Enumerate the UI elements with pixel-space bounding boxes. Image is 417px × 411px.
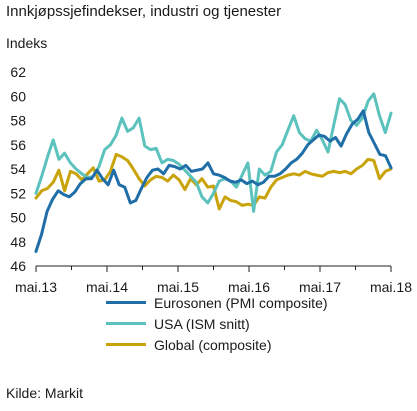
legend-label-eurosonen: Eurosonen (PMI composite) xyxy=(154,294,328,311)
legend-swatch-usa xyxy=(106,322,146,325)
y-tick-label: 46 xyxy=(10,258,26,274)
y-tick-labels: 46 48 50 52 54 56 58 60 62 xyxy=(10,64,26,274)
legend-label-global: Global (composite) xyxy=(154,336,272,353)
y-tick-label: 52 xyxy=(10,185,26,201)
x-tick-labels: mai.13 mai.14 mai.15 mai.16 mai.17 mai.18 xyxy=(15,279,412,295)
y-axis-label: Indeks xyxy=(6,35,47,51)
x-tick-label: mai.16 xyxy=(228,279,270,295)
y-tick-label: 48 xyxy=(10,234,26,250)
y-tick-label: 58 xyxy=(10,113,26,129)
series-line-eurosonen xyxy=(34,109,393,253)
x-tick-label: mai.13 xyxy=(15,279,57,295)
legend-item-global: Global (composite) xyxy=(106,334,328,355)
y-tick-label: 56 xyxy=(10,137,26,153)
series-lines xyxy=(34,92,393,253)
x-tick-label: mai.15 xyxy=(157,279,199,295)
x-tick-label: mai.17 xyxy=(299,279,341,295)
y-tick-label: 60 xyxy=(10,88,26,104)
legend-swatch-global xyxy=(106,343,146,346)
y-tick-label: 62 xyxy=(10,64,26,80)
y-tick-label: 54 xyxy=(10,161,26,177)
y-tick-label: 50 xyxy=(10,210,26,226)
legend-item-usa: USA (ISM snitt) xyxy=(106,313,328,334)
chart-title: Innkjøpssjefindekser, industri og tjenes… xyxy=(6,3,282,20)
legend-item-eurosonen: Eurosonen (PMI composite) xyxy=(106,292,328,313)
legend: Eurosonen (PMI composite) USA (ISM snitt… xyxy=(106,292,328,355)
legend-swatch-eurosonen xyxy=(106,301,146,304)
source-note: Kilde: Markit xyxy=(6,385,84,401)
series-line-global xyxy=(34,152,393,211)
x-axis xyxy=(35,265,392,272)
legend-label-usa: USA (ISM snitt) xyxy=(154,315,250,332)
x-tick-label: mai.14 xyxy=(86,279,128,295)
x-tick-label: mai.18 xyxy=(370,279,412,295)
series-line-usa xyxy=(34,92,393,213)
